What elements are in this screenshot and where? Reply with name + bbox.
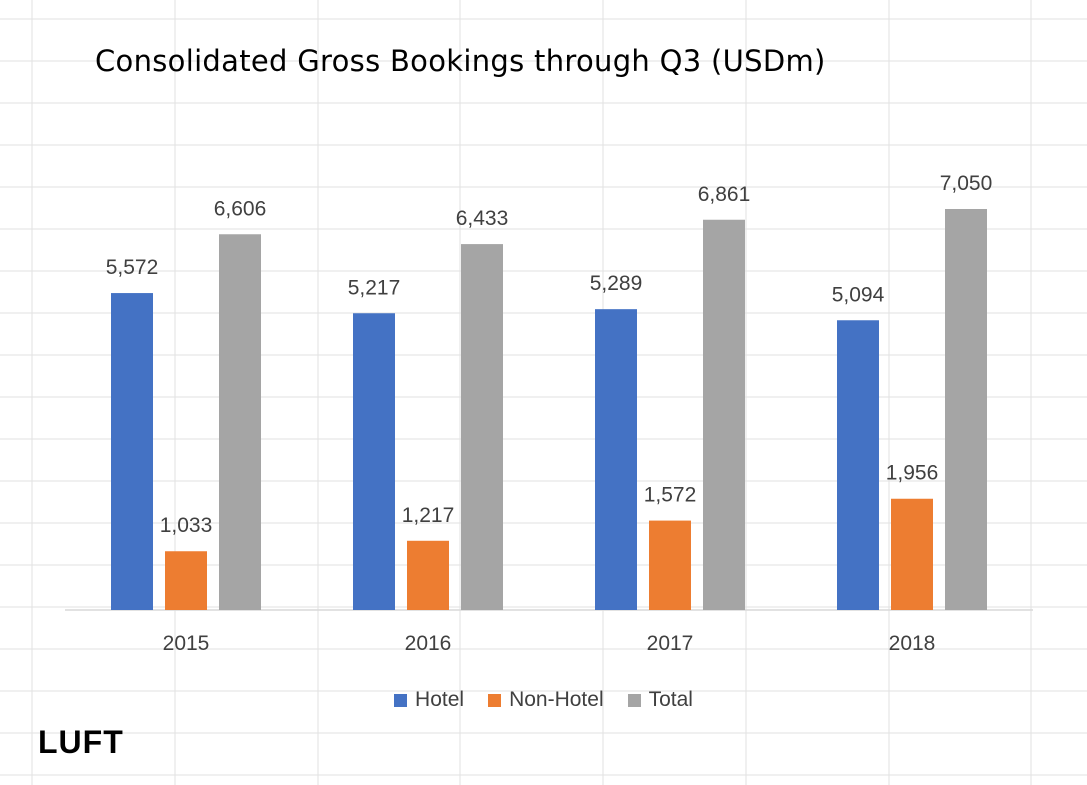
bar-total-2015 [219,234,261,611]
bar-hotel-2016 [353,313,395,610]
data-label-total-2016: 6,433 [456,207,509,230]
legend-label-total: Total [648,688,693,711]
legend-label-non-hotel: Non-Hotel [509,688,604,711]
data-label-non-hotel-2017: 1,572 [644,484,697,507]
bar-total-2016 [461,244,503,610]
data-label-hotel-2017: 5,289 [590,272,643,295]
category-label-2017: 2017 [647,632,694,655]
legend-swatch-total [627,693,641,707]
bar-hotel-2017 [595,309,637,610]
legend-item-hotel: Hotel [394,688,464,712]
data-label-non-hotel-2016: 1,217 [402,504,455,527]
data-label-hotel-2016: 5,217 [348,276,401,299]
category-label-2015: 2015 [163,632,210,655]
bar-non-hotel-2018 [891,498,933,610]
data-label-hotel-2015: 5,572 [106,256,159,279]
legend-swatch-hotel [394,693,408,707]
data-label-total-2017: 6,861 [698,183,751,206]
category-label-2016: 2016 [405,632,452,655]
legend-swatch-non-hotel [488,693,502,707]
legend-item-total: Total [627,688,693,712]
data-label-total-2015: 6,606 [214,197,267,220]
data-label-total-2018: 7,050 [940,172,993,195]
bar-non-hotel-2017 [649,520,691,610]
legend-item-non-hotel: Non-Hotel [488,688,604,712]
chart-legend: Hotel Non-Hotel Total [0,688,1087,712]
category-label-2018: 2018 [889,632,936,655]
bar-non-hotel-2016 [407,540,449,610]
data-label-non-hotel-2018: 1,956 [886,462,939,485]
data-label-non-hotel-2015: 1,033 [160,514,213,537]
chart-title: Consolidated Gross Bookings through Q3 (… [95,44,826,78]
data-label-hotel-2018: 5,094 [832,283,885,306]
bar-hotel-2015 [111,293,153,610]
bar-non-hotel-2015 [165,551,207,610]
luft-logo: LUFT [38,724,124,760]
bar-total-2018 [945,209,987,610]
bar-hotel-2018 [837,320,879,610]
legend-label-hotel: Hotel [415,688,465,711]
bar-total-2017 [703,219,745,610]
